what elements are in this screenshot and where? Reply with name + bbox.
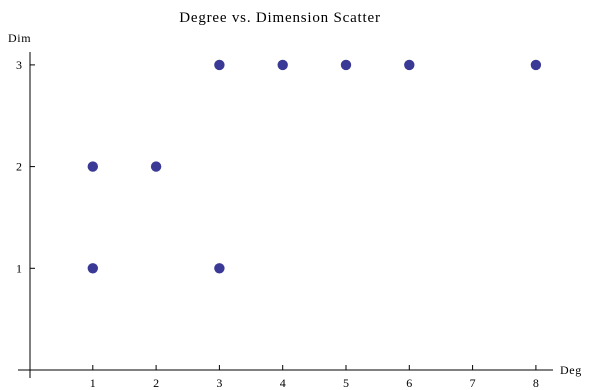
scatter-point [214,59,225,71]
y-tick-label: 1 [16,261,22,275]
x-tick-label: 1 [90,376,96,390]
scatter-point [150,161,162,172]
x-axis-label: Deg [560,363,582,377]
x-tick-label: 6 [406,376,412,390]
y-axis-label: Dim [8,31,31,45]
scatter-point [340,59,352,71]
x-tick-label: 4 [280,376,286,390]
x-tick-label: 3 [216,376,222,390]
scatter-point [404,59,415,71]
x-tick-label: 8 [533,376,539,390]
ticks-layer: 1 2 3 4 5 6 7 8 1 2 3 [16,58,539,390]
scatter-point [277,59,288,71]
x-tick-label: 2 [153,376,159,390]
scatter-point [87,263,99,274]
chart-title: Degree vs. Dimension Scatter [179,10,381,26]
scatter-point [87,161,99,172]
y-tick-label: 2 [16,160,22,174]
scatter-point [214,263,225,274]
scatter-point [530,59,542,71]
x-tick-label: 5 [343,376,349,390]
x-tick-label: 7 [470,376,476,390]
y-tick-label: 3 [16,58,22,72]
points-layer [87,59,542,274]
